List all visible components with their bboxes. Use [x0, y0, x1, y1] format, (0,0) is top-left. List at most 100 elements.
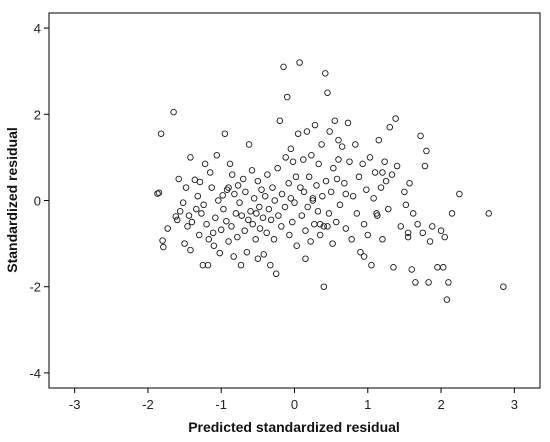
data-point [377, 184, 385, 191]
data-point [335, 136, 342, 144]
data-point [300, 156, 307, 163]
data-point [187, 154, 194, 161]
data-point [500, 283, 507, 290]
data-point [289, 158, 297, 165]
data-point [311, 121, 319, 129]
data-point [348, 236, 355, 243]
data-point [219, 192, 226, 199]
data-point [368, 261, 375, 269]
data-point [375, 136, 383, 144]
data-point [308, 151, 315, 159]
data-point [267, 261, 274, 269]
data-point [258, 186, 265, 193]
data-point [261, 192, 269, 200]
data-point [253, 210, 260, 217]
data-point [388, 171, 396, 178]
data-point [357, 248, 364, 256]
data-point [319, 192, 326, 200]
data-point [238, 212, 245, 219]
data-point [271, 197, 278, 204]
data-point [217, 226, 225, 234]
x-tick-label: 3 [511, 397, 518, 412]
data-point [401, 188, 408, 196]
data-point [193, 205, 200, 213]
data-point [204, 261, 212, 269]
data-point [333, 175, 341, 183]
data-point [259, 214, 267, 221]
data-point [302, 255, 309, 262]
data-point [250, 195, 258, 202]
data-point [386, 123, 394, 131]
x-tick-label: 1 [364, 397, 371, 412]
data-point [437, 227, 445, 234]
data-point [320, 223, 328, 230]
data-point [390, 264, 397, 271]
x-tick-label: 0 [291, 397, 298, 412]
data-point [373, 210, 380, 217]
plot-area [48, 12, 541, 389]
data-point [335, 156, 342, 163]
data-point [326, 128, 333, 135]
y-tick-label: 4 [34, 21, 41, 36]
data-point [254, 255, 262, 262]
data-point [196, 178, 204, 186]
data-point [382, 177, 390, 185]
data-point [175, 175, 182, 183]
data-point [309, 197, 317, 204]
data-point [200, 201, 207, 209]
data-point [287, 145, 295, 153]
data-point [228, 171, 236, 178]
data-point [289, 218, 296, 226]
data-point [205, 236, 213, 243]
data-point [213, 151, 221, 159]
data-point [314, 208, 322, 215]
data-point [307, 238, 314, 245]
data-point [309, 195, 317, 202]
data-point [157, 130, 165, 137]
data-point [237, 261, 245, 269]
data-point [329, 240, 336, 247]
data-point [315, 160, 322, 168]
data-point [282, 154, 289, 161]
data-point [331, 117, 339, 125]
data-point [203, 220, 210, 228]
data-point [242, 188, 249, 196]
data-point [429, 223, 436, 230]
data-point [287, 195, 295, 202]
data-point [194, 192, 202, 200]
data-point [247, 208, 254, 215]
data-point [360, 220, 368, 228]
data-point [239, 175, 247, 183]
data-point [286, 231, 293, 239]
data-point [294, 130, 302, 137]
data-point [252, 236, 259, 243]
data-point [426, 238, 434, 245]
y-tick-label: -2 [29, 280, 41, 295]
data-point [291, 199, 298, 206]
data-point [281, 203, 289, 211]
data-point [346, 158, 353, 165]
data-point [208, 184, 215, 191]
data-point [402, 201, 410, 209]
data-point [272, 270, 280, 278]
data-point [209, 229, 217, 237]
data-point [285, 180, 292, 187]
data-point [353, 210, 361, 217]
data-point [184, 223, 191, 230]
data-point [324, 223, 331, 230]
data-point [212, 214, 219, 221]
data-point [243, 248, 251, 256]
data-point [371, 169, 379, 176]
data-point [417, 132, 424, 140]
data-point [304, 203, 311, 211]
data-point [341, 180, 348, 187]
data-point [414, 220, 421, 228]
data-point [292, 173, 300, 181]
data-point [267, 216, 275, 224]
data-point [445, 279, 452, 286]
data-point [297, 184, 304, 191]
data-point [187, 246, 194, 254]
data-point [440, 264, 447, 271]
data-point [234, 233, 241, 241]
data-point [225, 238, 232, 245]
